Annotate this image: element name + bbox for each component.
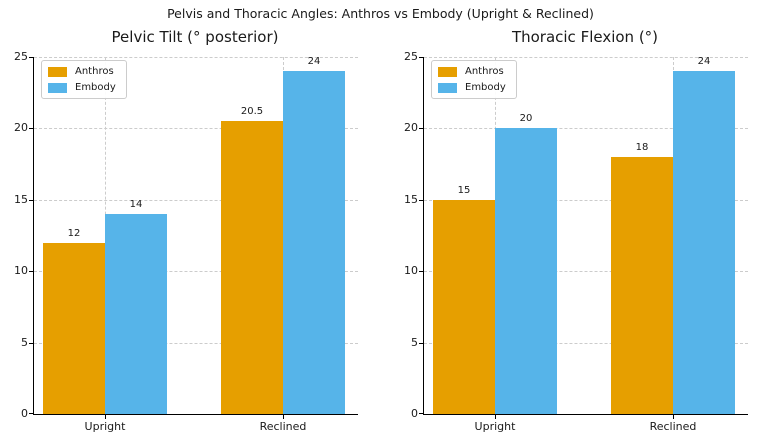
legend-label-anthros: Anthros (465, 66, 504, 77)
y-tick-10 (29, 271, 33, 273)
legend-swatch-anthros-icon (48, 66, 67, 77)
legend-item-embody: Embody (438, 82, 506, 93)
legend-swatch-anthros-icon (438, 66, 457, 77)
y-tick-25 (29, 57, 33, 58)
bar-embody-reclined (283, 71, 345, 414)
value-label-anthros-reclined: 18 (635, 141, 649, 153)
y-tick-label-5: 5 (411, 335, 418, 349)
bar-anthros-reclined (611, 156, 673, 414)
y-tick-5 (29, 342, 33, 344)
grid-line-y-5 (424, 342, 748, 344)
subplot-thoracic-flexion: Thoracic Flexion (°) 0 5 10 15 20 25 15 18 20 24 U… (404, 0, 748, 439)
y-tick-label-5: 5 (21, 335, 28, 349)
y-tick-15 (419, 199, 423, 201)
y-tick-15 (29, 199, 33, 201)
legend-item-embody: Embody (48, 82, 116, 93)
value-label-embody-upright: 14 (129, 199, 143, 211)
y-tick-20 (29, 128, 33, 130)
y-tick-label-15: 15 (14, 192, 28, 206)
y-tick-10 (419, 271, 423, 273)
grid-line-y-20 (34, 128, 358, 130)
value-label-anthros-upright: 12 (67, 227, 81, 239)
y-tick-label-10: 10 (14, 264, 28, 278)
y-tick-label-25: 25 (404, 50, 418, 63)
x-tick-label-upright: Upright (84, 420, 126, 433)
y-tick-label-15: 15 (404, 192, 418, 206)
x-tick-reclined (672, 415, 674, 419)
y-tick-5 (419, 342, 423, 344)
x-tick-label-reclined: Reclined (259, 420, 307, 433)
y-tick-0 (29, 413, 33, 414)
y-tick-label-25: 25 (14, 50, 28, 63)
x-tick-label-upright: Upright (474, 420, 516, 433)
grid-line-y-15 (424, 199, 748, 201)
grid-line-y-5 (34, 342, 358, 344)
legend-label-embody: Embody (75, 82, 116, 93)
value-label-embody-upright: 20 (519, 113, 533, 125)
grid-line-y-10 (424, 271, 748, 273)
y-tick-0 (419, 413, 423, 414)
y-tick-25 (419, 57, 423, 58)
legend-item-anthros: Anthros (48, 66, 116, 77)
legend: Anthros Embody (431, 60, 517, 99)
bar-anthros-upright (43, 242, 105, 414)
figure-title: Pelvis and Thoracic Angles: Anthros vs E… (167, 6, 594, 21)
subplot-title-pelvic-tilt: Pelvic Tilt (° posterior) (111, 28, 279, 46)
legend-swatch-embody-icon (438, 82, 457, 93)
bar-anthros-upright (433, 199, 495, 414)
value-label-embody-reclined: 24 (697, 56, 711, 68)
x-tick-upright (104, 415, 106, 419)
legend-swatch-embody-icon (48, 82, 67, 93)
x-tick-reclined (282, 415, 284, 419)
legend-item-anthros: Anthros (438, 66, 506, 77)
x-tick-label-reclined: Reclined (649, 420, 697, 433)
y-tick-label-20: 20 (14, 121, 28, 135)
value-label-embody-reclined: 24 (307, 56, 321, 68)
legend: Anthros Embody (41, 60, 127, 99)
y-tick-label-0: 0 (21, 407, 28, 420)
x-tick-upright (494, 415, 496, 419)
bar-embody-reclined (673, 71, 735, 414)
bar-embody-upright (495, 128, 557, 414)
grid-line-y-10 (34, 271, 358, 273)
plot-area-thoracic-flexion: 0 5 10 15 20 25 15 18 20 24 Upright Reclined Anthros… (404, 50, 748, 433)
legend-label-embody: Embody (465, 82, 506, 93)
grid-line-y-15 (34, 199, 358, 201)
legend-label-anthros: Anthros (75, 66, 114, 77)
grid-line-y-20 (424, 128, 748, 130)
y-tick-label-10: 10 (404, 264, 418, 278)
subplot-pelvic-tilt: Pelvic Tilt (° posterior) 0 5 10 15 20 25 12 20… (14, 0, 358, 439)
grid-line-y-25 (34, 57, 358, 58)
grid-line-y-25 (424, 57, 748, 58)
subplot-title-thoracic-flexion: Thoracic Flexion (°) (511, 28, 659, 46)
y-tick-20 (419, 128, 423, 130)
value-label-anthros-upright: 15 (457, 184, 471, 196)
y-tick-label-20: 20 (404, 121, 418, 135)
y-tick-label-0: 0 (411, 407, 418, 420)
plot-area-pelvic-tilt: 0 5 10 15 20 25 12 20.5 14 24 Upright Reclined Anthr… (14, 50, 358, 433)
bar-embody-upright (105, 214, 167, 414)
bar-anthros-reclined (221, 121, 283, 414)
value-label-anthros-reclined: 20.5 (240, 106, 264, 118)
